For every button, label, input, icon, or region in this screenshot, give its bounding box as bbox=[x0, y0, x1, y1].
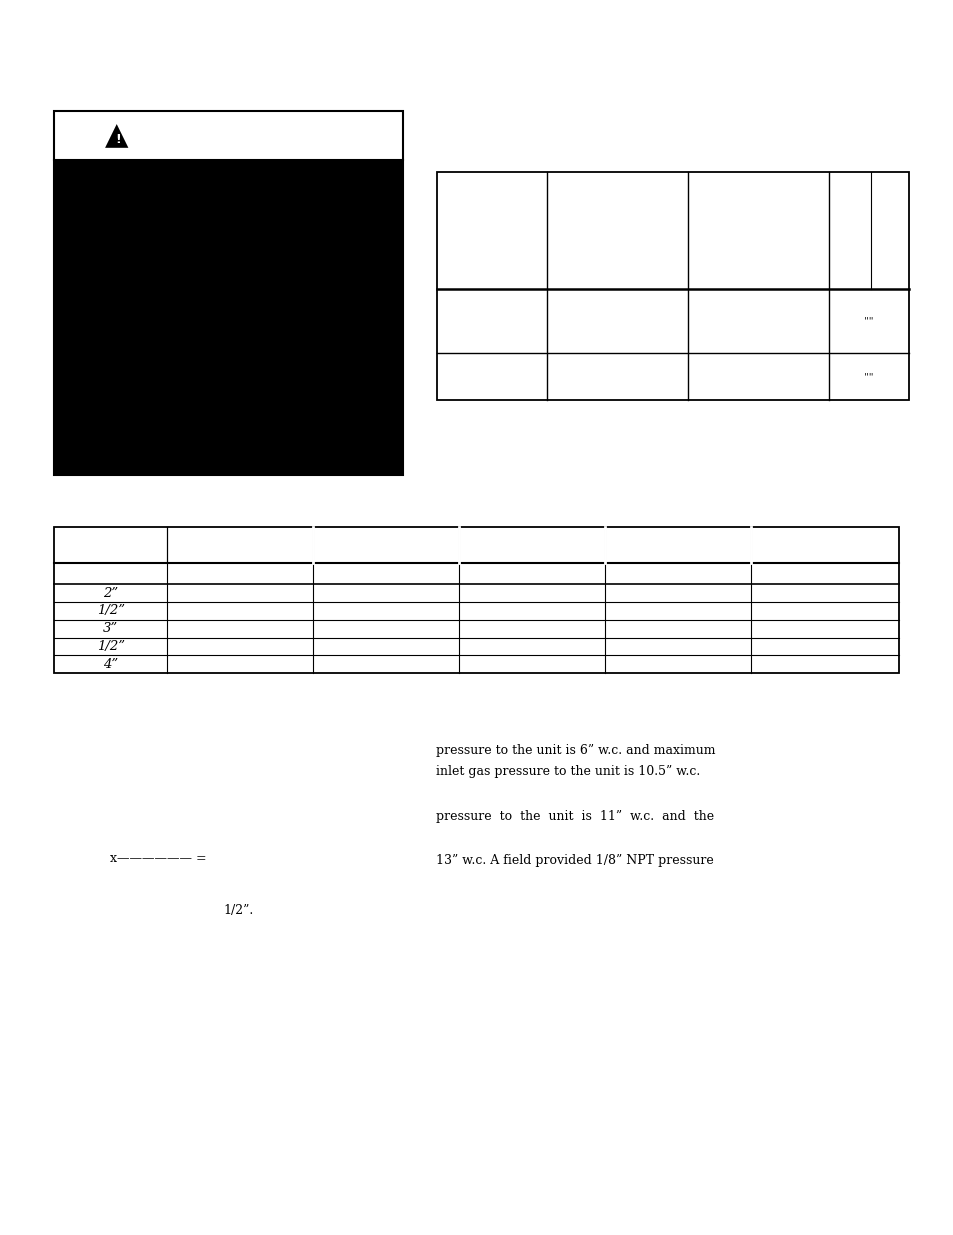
Text: Gravity = 0.6, Supply Pressure ≤        , Pressure Drop = 0.5” w.c.: Gravity = 0.6, Supply Pressure ≤ , Press… bbox=[181, 532, 658, 546]
Bar bbox=[436, 172, 908, 400]
Bar bbox=[54, 111, 402, 475]
Bar bbox=[54, 161, 402, 475]
Bar bbox=[54, 527, 898, 673]
Text: inlet gas pressure to the unit is 10.5” w.c.: inlet gas pressure to the unit is 10.5” … bbox=[436, 766, 700, 778]
Text: ▲: ▲ bbox=[105, 121, 129, 151]
Text: pressure to the unit is 6” w.c. and maximum: pressure to the unit is 6” w.c. and maxi… bbox=[436, 745, 715, 757]
Text: "": "" bbox=[863, 372, 873, 382]
Bar bbox=[54, 111, 402, 161]
Text: 3”: 3” bbox=[103, 622, 118, 635]
Text: pressure  to  the  unit  is  11”  w.c.  and  the: pressure to the unit is 11” w.c. and the bbox=[436, 810, 714, 823]
Text: 1/2”: 1/2” bbox=[96, 640, 125, 653]
Text: "": "" bbox=[863, 316, 873, 326]
Text: 1/2”.: 1/2”. bbox=[223, 904, 253, 916]
Text: 4”: 4” bbox=[103, 658, 118, 671]
Text: x—————— =: x—————— = bbox=[110, 852, 206, 864]
Text: !: ! bbox=[115, 133, 121, 146]
Text: 1/2”: 1/2” bbox=[96, 604, 125, 618]
Text: 2”: 2” bbox=[103, 587, 118, 599]
Text: 13” w.c. A field provided 1/8” NPT pressure: 13” w.c. A field provided 1/8” NPT press… bbox=[436, 855, 713, 867]
